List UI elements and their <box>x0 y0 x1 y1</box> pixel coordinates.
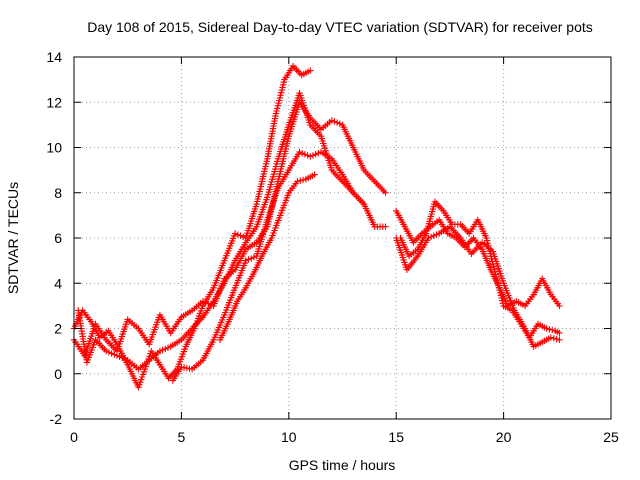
data-point-marker <box>119 354 126 362</box>
x-tick-label: 0 <box>70 429 78 445</box>
data-point-marker <box>116 353 123 360</box>
data-point-marker <box>425 234 432 242</box>
data-point-marker <box>250 254 258 261</box>
data-point-marker <box>164 344 172 351</box>
data-point-marker <box>121 355 129 363</box>
data-point-marker <box>333 119 341 126</box>
data-point-marker <box>159 346 166 354</box>
data-series-track-5 <box>216 171 318 343</box>
data-point-marker <box>296 148 303 156</box>
data-point-marker <box>111 351 118 358</box>
data-point-marker <box>433 231 440 238</box>
data-point-marker <box>556 336 563 343</box>
data-point-marker <box>556 329 563 337</box>
data-point-marker <box>299 150 306 157</box>
data-point-marker <box>297 177 304 184</box>
data-point-marker <box>312 151 319 158</box>
x-tick-label: 25 <box>603 429 619 445</box>
data-series-track-3 <box>75 90 389 373</box>
data-point-marker <box>156 347 164 355</box>
data-point-marker <box>180 364 188 371</box>
x-axis-title: GPS time / hours <box>289 457 396 473</box>
data-point-marker <box>543 325 550 332</box>
data-point-marker <box>245 256 252 263</box>
data-point-marker <box>331 118 338 125</box>
y-tick-label: -2 <box>50 411 63 427</box>
y-tick-label: 4 <box>54 275 62 291</box>
data-point-marker <box>553 335 560 343</box>
y-tick-label: 6 <box>54 230 62 246</box>
data-series-track-7 <box>397 198 563 341</box>
data-series-track-1 <box>70 62 314 391</box>
data-point-marker <box>492 271 499 278</box>
y-tick-label: 0 <box>54 366 62 382</box>
data-point-marker <box>430 232 437 239</box>
data-point-marker <box>307 153 314 160</box>
data-point-marker <box>273 107 280 115</box>
axis-ticks: 0 5 10 15 20 25 -2 0 2 4 6 8 10 12 14 <box>46 49 619 445</box>
data-series-track-4 <box>169 148 368 384</box>
data-point-marker <box>546 326 553 333</box>
data-point-marker <box>202 299 209 306</box>
data-point-marker <box>336 120 343 127</box>
grid <box>74 57 611 419</box>
data-point-marker <box>248 255 255 262</box>
data-point-marker <box>299 176 307 184</box>
x-tick-label: 15 <box>388 429 404 445</box>
data-point-marker <box>549 326 556 334</box>
data-point-marker <box>294 178 301 185</box>
data-point-marker <box>237 232 244 239</box>
data-point-marker <box>242 257 249 264</box>
data-point-marker <box>360 200 368 208</box>
data-point-marker <box>382 223 389 230</box>
y-tick-label: 14 <box>46 49 62 65</box>
data-point-marker <box>550 335 557 342</box>
data-point-marker <box>234 231 241 238</box>
y-tick-label: 8 <box>54 185 62 201</box>
y-tick-label: 12 <box>46 94 62 110</box>
data-point-marker <box>108 350 115 357</box>
data-point-marker <box>301 151 309 158</box>
x-tick-label: 20 <box>496 429 512 445</box>
data-point-marker <box>279 84 286 91</box>
data-series-track-6 <box>393 207 563 310</box>
x-tick-label: 5 <box>178 429 186 445</box>
data-point-marker <box>547 334 555 341</box>
y-axis-title: SDTVAR / TECUs <box>5 182 21 294</box>
series-trace <box>172 151 365 381</box>
plot-series <box>70 62 563 391</box>
data-point-marker <box>183 364 190 372</box>
data-point-marker <box>382 189 389 196</box>
x-tick-label: 10 <box>281 429 297 445</box>
y-tick-label: 10 <box>46 140 62 156</box>
chart-title: Day 108 of 2015, Sidereal Day-to-day VTE… <box>87 19 593 35</box>
data-point-marker <box>231 230 239 237</box>
data-series-track-8 <box>393 223 563 350</box>
data-point-marker <box>105 349 113 356</box>
data-point-marker <box>498 294 505 302</box>
data-point-marker <box>304 152 311 159</box>
data-point-marker <box>103 347 110 355</box>
data-point-marker <box>199 298 207 305</box>
data-point-marker <box>307 67 314 74</box>
data-point-marker <box>427 233 435 241</box>
data-point-marker <box>311 171 318 178</box>
data-point-marker <box>556 302 563 310</box>
y-tick-label: 2 <box>54 321 62 337</box>
data-point-marker <box>162 345 169 353</box>
